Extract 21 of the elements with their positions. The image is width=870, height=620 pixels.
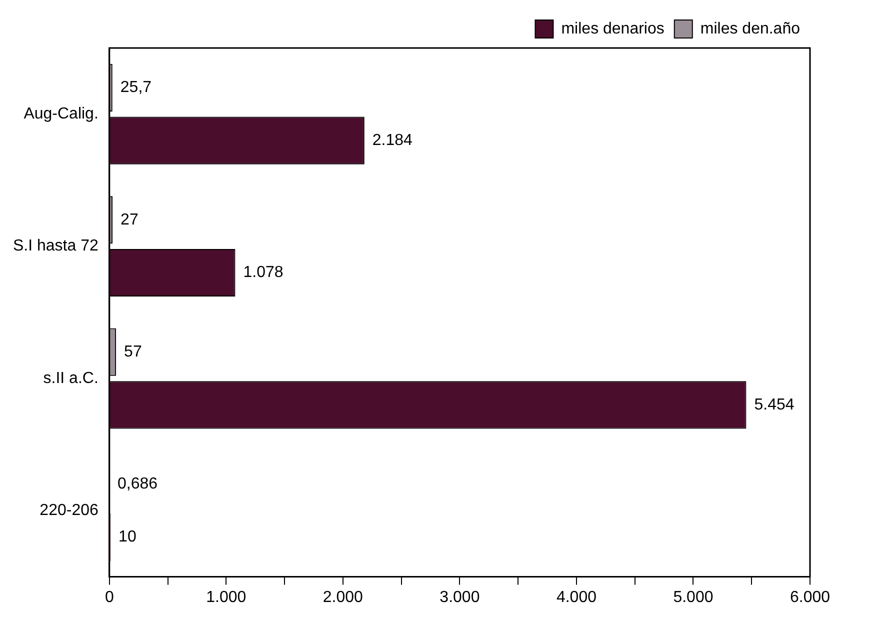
legend-label: miles denarios — [561, 20, 664, 38]
legend-label: miles den.año — [700, 20, 800, 38]
x-tick-label: 6.000 — [790, 588, 830, 606]
data-label: 0,686 — [117, 476, 158, 493]
data-label: 27 — [120, 211, 138, 228]
x-tick-label: 4.000 — [556, 588, 597, 606]
y-tick-label: S.I hasta 72 — [13, 238, 98, 255]
data-label: 25,7 — [120, 79, 152, 96]
x-tick-label: 1.000 — [206, 588, 246, 606]
data-label: 57 — [124, 343, 142, 360]
x-tick-label: 3.000 — [440, 588, 480, 606]
data-label: 1.078 — [243, 264, 284, 282]
y-tick-label: Aug-Calig. — [24, 106, 98, 123]
data-label: 5.454 — [754, 396, 794, 414]
y-tick-label: 220-206 — [40, 502, 98, 520]
x-tick-label: 5.000 — [673, 588, 714, 606]
data-label: 10 — [118, 528, 136, 546]
x-tick-label: 2.000 — [322, 588, 364, 606]
x-tick-label: 0 — [104, 588, 114, 606]
y-tick-label: s.II a.C. — [43, 370, 98, 387]
data-label: 2.184 — [372, 132, 413, 149]
